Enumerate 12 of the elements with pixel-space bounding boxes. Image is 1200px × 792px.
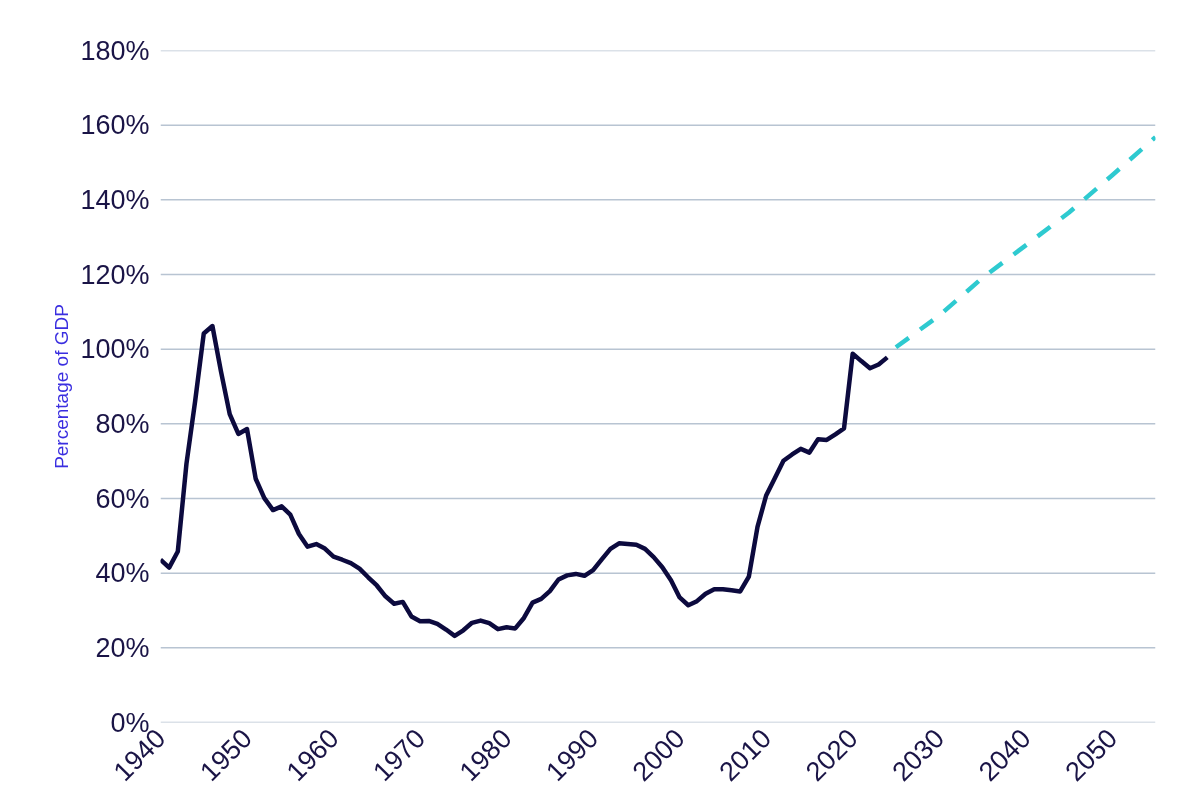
y-tick-label: 160% <box>80 110 150 141</box>
line-series <box>160 323 890 639</box>
y-tick-label: 120% <box>80 259 150 290</box>
y-tick-label: 100% <box>80 334 150 365</box>
y-tick-label: 140% <box>80 184 150 215</box>
y-tick-label: 20% <box>95 632 150 663</box>
y-tick-label: 60% <box>95 483 150 514</box>
y-tick-label: 180% <box>80 35 150 66</box>
y-tick-label: 40% <box>95 558 150 589</box>
line-series <box>893 134 1156 350</box>
y-tick-label: 80% <box>95 408 150 439</box>
y-axis-title: Percentage of GDP <box>51 304 73 469</box>
